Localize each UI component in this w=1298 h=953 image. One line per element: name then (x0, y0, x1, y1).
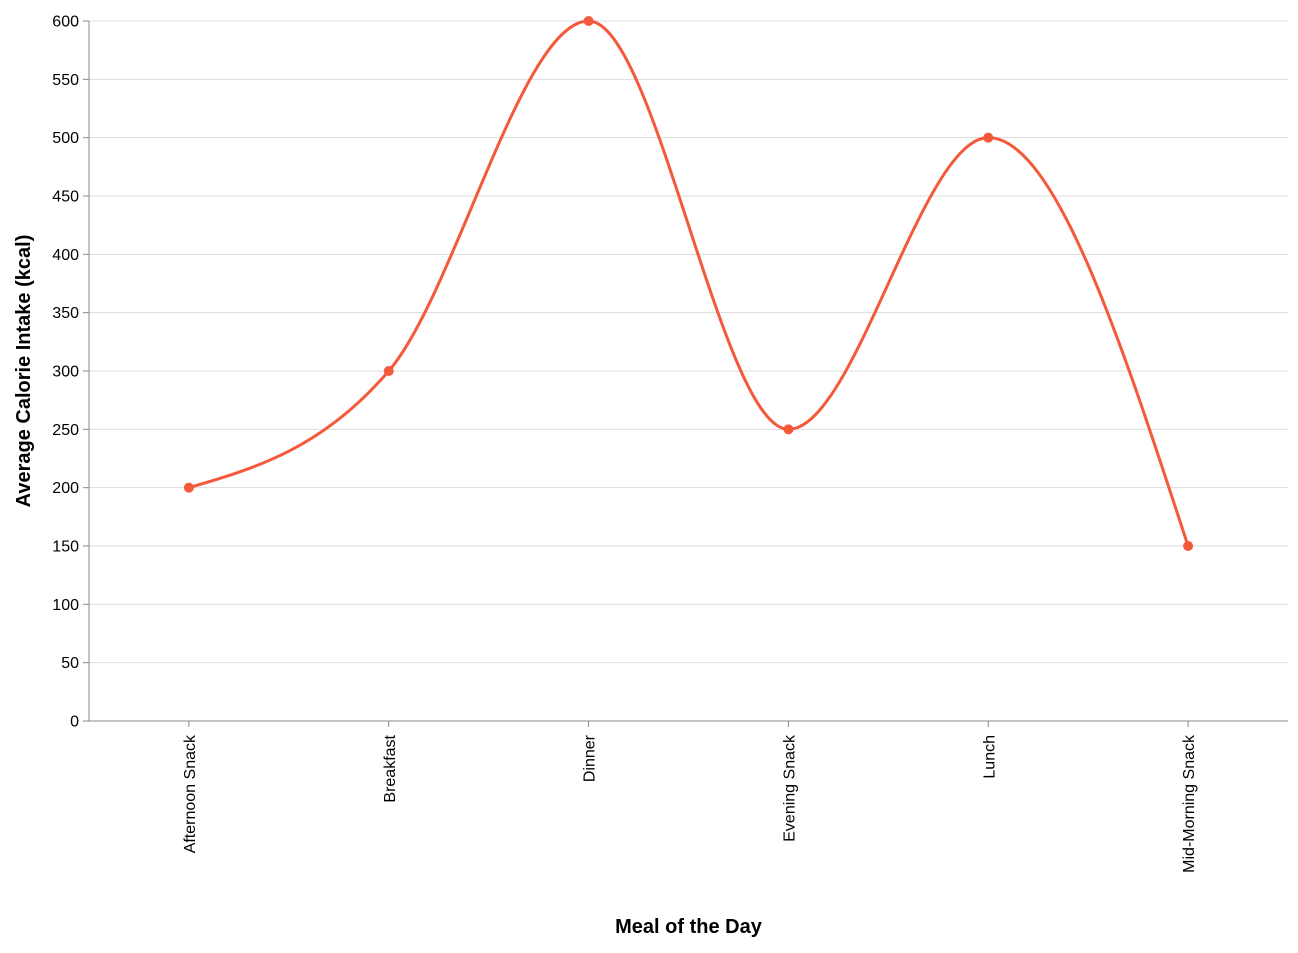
y-tick-label: 200 (52, 480, 79, 497)
y-tick-label: 150 (52, 539, 79, 556)
y-tick-label: 100 (52, 597, 79, 614)
y-tick-label: 50 (61, 655, 79, 672)
y-tick-label: 450 (52, 189, 79, 206)
data-point[interactable] (183, 482, 194, 493)
y-tick-label: 400 (52, 247, 79, 264)
series-line (188, 19, 1190, 547)
x-tick-label: Lunch (981, 735, 998, 779)
y-axis-title: Average Calorie Intake (kcal) (13, 235, 35, 508)
x-tick-label: Breakfast (382, 734, 399, 802)
y-tick-label: 500 (52, 130, 79, 147)
x-tick-label: Evening Snack (781, 734, 798, 842)
gridlines (89, 20, 1288, 722)
x-axis-title: Meal of the Day (615, 916, 763, 938)
y-tick-label: 350 (52, 305, 79, 322)
y-tick-label: 250 (52, 422, 79, 439)
data-point[interactable] (783, 424, 794, 435)
y-tick-label: 300 (52, 364, 79, 381)
data-point[interactable] (583, 16, 594, 26)
data-point[interactable] (1183, 541, 1194, 551)
data-point[interactable] (983, 132, 994, 143)
series-layer (183, 16, 1194, 551)
y-tick-label: 600 (52, 14, 79, 31)
x-tick-label: Dinner (582, 734, 599, 782)
data-point[interactable] (383, 366, 394, 376)
x-tick-label: Mid-Morning Snack (1181, 734, 1198, 873)
x-tick-label: Afternoon Snack (182, 734, 199, 853)
y-tick-label: 550 (52, 72, 79, 89)
axes: 0 50 100 150 200 250 300 350 400 450 500 550 600 Afte… (52, 14, 1288, 873)
y-tick-label: 0 (70, 714, 79, 731)
